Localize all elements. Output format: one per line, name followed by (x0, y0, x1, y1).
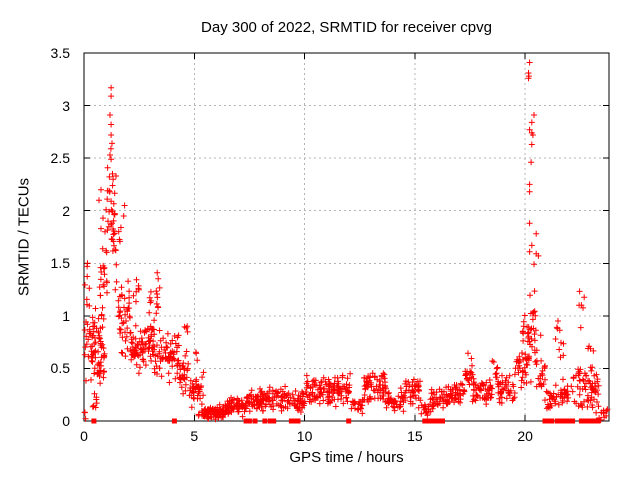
grid-lines (84, 53, 609, 421)
y-tick-label: 1.5 (50, 255, 70, 272)
x-tick-label: 5 (190, 428, 199, 444)
x-tick-label: 10 (296, 428, 313, 444)
scatter-points (81, 59, 611, 423)
y-tick-label: 1 (62, 307, 70, 324)
y-tick-label: 3 (62, 97, 70, 114)
chart-title: Day 300 of 2022, SRMTID for receiver cpv… (201, 19, 492, 36)
x-tick-label: 20 (517, 428, 533, 444)
y-tick-label: 2.5 (50, 150, 70, 167)
x-tick-label: 15 (407, 428, 423, 444)
x-tick-label: 0 (80, 428, 88, 444)
gap-squares (91, 418, 601, 424)
y-tick-label: 0.5 (50, 360, 70, 377)
y-tick-label: 2 (62, 202, 70, 219)
plot-border (83, 52, 610, 422)
y-tick-label: 0 (62, 413, 70, 429)
axis-ticks (83, 52, 609, 422)
x-axis-title: GPS time / hours (289, 449, 404, 466)
y-tick-label: 3.5 (50, 45, 70, 61)
